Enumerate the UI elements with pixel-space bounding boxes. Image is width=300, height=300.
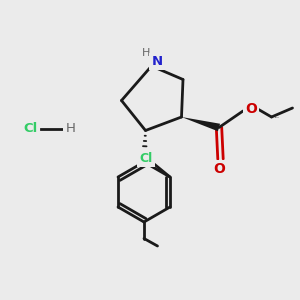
Text: methyl: methyl <box>275 116 280 118</box>
Text: H: H <box>142 48 150 59</box>
Text: H: H <box>66 122 75 136</box>
Text: Cl: Cl <box>140 152 153 165</box>
Text: O: O <box>213 162 225 176</box>
Polygon shape <box>182 117 220 131</box>
Text: N: N <box>151 55 163 68</box>
Text: O: O <box>245 102 257 116</box>
Text: Cl: Cl <box>23 122 37 136</box>
